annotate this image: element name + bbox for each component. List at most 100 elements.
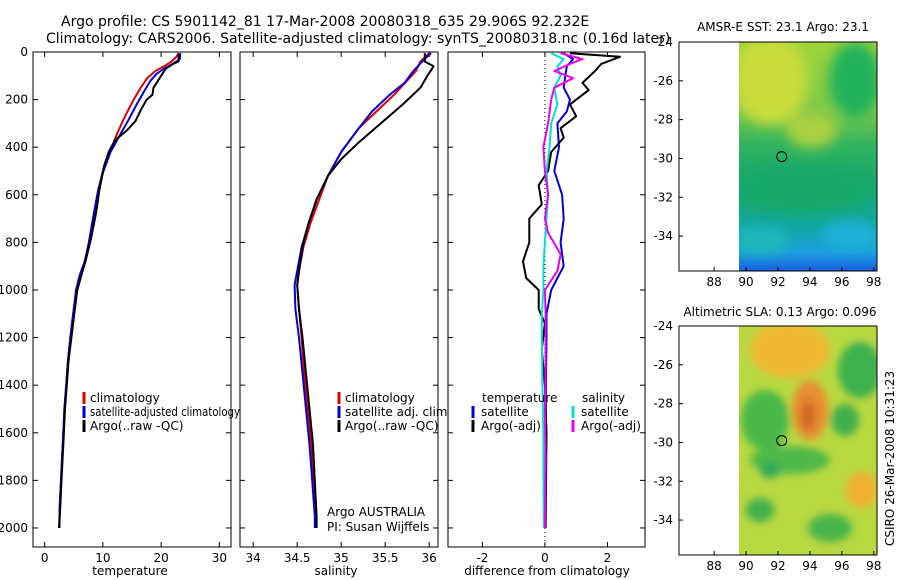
legend-climatology-label: climatology (345, 391, 415, 405)
sla-map-title: Altimetric SLA: 0.13 Argo: 0.096 (683, 305, 876, 319)
legend-satellite-label: satellite-adjusted climatology (90, 405, 240, 419)
legend-climatology-label: climatology (90, 391, 160, 405)
sla-high-patch (846, 472, 877, 508)
map-x-tick-label: 98 (866, 559, 881, 573)
sla-heatmap-blobs (741, 326, 877, 542)
sst-heatmap-blobs (739, 42, 877, 254)
sla-high-patch (750, 326, 830, 378)
pi-annotation: PI: Susan Wijffels (327, 520, 429, 534)
map-y-tick-label: -34 (653, 229, 673, 243)
sla-low-patch (838, 342, 877, 398)
legend-satellite-label: satellite adj. clim. (345, 405, 451, 419)
map-x-tick-label: 98 (866, 275, 881, 289)
x-tick-label: 0 (41, 551, 49, 565)
sst-warm-patch (786, 112, 838, 148)
map-y-tick-label: -30 (653, 151, 673, 165)
y-tick-label: 1800 (0, 473, 28, 487)
figure-title-line1: Argo profile: CS 5901142_81 17-Mar-2008 … (61, 14, 589, 30)
temperature-ticks: 0 10 20 30 0 200 400 600 800 1000 1200 1400 1600 1800… (0, 45, 231, 565)
sla-low-patch (760, 462, 780, 478)
sla-map-panel: Altimetric SLA: 0.13 Argo: 0.096 88 90 92 9… (653, 305, 881, 573)
sst-map-panel: AMSR-E SST: 23.1 Argo: 23.1 88 90 92 94 96 98… (653, 20, 881, 289)
legend-salinity-title: salinity (582, 391, 625, 405)
x-tick-label: 20 (153, 551, 168, 565)
map-x-tick-label: 90 (738, 559, 753, 573)
series-line (58, 53, 180, 529)
sla-low-patch (808, 514, 852, 542)
x-tick-label: 34.5 (284, 551, 311, 565)
legend-salinity-satellite-label: satellite (581, 405, 629, 419)
y-tick-label: 0 (20, 45, 28, 59)
argo-program-annotation: Argo AUSTRALIA (327, 505, 426, 519)
map-x-tick-label: 90 (738, 275, 753, 289)
legend-temperature-satellite-label: satellite (481, 405, 529, 419)
sst-heatmap (739, 42, 877, 271)
sla-low-patch (741, 390, 789, 450)
x-tick-label: 36 (422, 551, 437, 565)
map-x-tick-label: 96 (834, 559, 849, 573)
y-tick-label: 600 (5, 188, 28, 202)
temperature-legend: climatology satellite-adjusted climatolo… (82, 391, 240, 433)
map-x-tick-label: 94 (802, 275, 817, 289)
sst-argo-position-marker (776, 151, 788, 163)
map-y-tick-label: -26 (653, 358, 673, 372)
x-tick-label: 0 (541, 551, 549, 565)
map-y-tick-label: -24 (653, 35, 673, 49)
temperature-axes-frame (32, 51, 232, 548)
sst-cool-patch (739, 166, 870, 214)
series-line (296, 53, 435, 528)
legend-argo-label: Argo(..raw -QC) (90, 419, 183, 433)
series-line (296, 52, 430, 529)
y-tick-label: 1600 (0, 426, 28, 440)
credit-label: CSIRO 26-Mar-2008 10:31:23 (883, 371, 897, 546)
legend-temperature-argo-label: Argo(-adj) (481, 419, 541, 433)
difference-panel: -2 0 2 difference from climatology tempera… (447, 51, 646, 578)
y-tick-label: 2000 (0, 521, 28, 535)
map-x-tick-label: 88 (706, 275, 721, 289)
map-x-tick-label: 88 (706, 559, 721, 573)
map-y-tick-label: -24 (653, 319, 673, 333)
map-y-tick-label: -28 (653, 113, 673, 127)
y-tick-label: 1200 (0, 331, 28, 345)
map-y-tick-label: -30 (653, 435, 673, 449)
sst-cold-patch (822, 221, 877, 249)
salinity-axes-frame (239, 51, 439, 548)
temperature-panel: 0 10 20 30 0 200 400 600 800 1000 1200 1400 1600 1800… (0, 45, 240, 578)
x-tick-label: 34 (246, 551, 261, 565)
sst-cold-patch (739, 226, 790, 254)
map-y-tick-label: -32 (653, 474, 673, 488)
y-tick-label: 400 (5, 140, 28, 154)
sst-map-title: AMSR-E SST: 23.1 Argo: 23.1 (697, 20, 869, 34)
map-y-tick-label: -34 (653, 513, 673, 527)
map-x-tick-label: 92 (770, 559, 785, 573)
x-tick-label: 2 (604, 551, 612, 565)
map-y-tick-label: -28 (653, 397, 673, 411)
y-tick-label: 800 (5, 235, 28, 249)
salinity-ticks: 34 34.5 35 35.5 36 (240, 51, 438, 565)
sla-heatmap (739, 326, 877, 555)
series-line (542, 52, 584, 529)
sst-warm-patch (739, 42, 808, 125)
legend-temperature-title: temperature (482, 391, 557, 405)
map-x-tick-label: 94 (802, 559, 817, 573)
y-tick-label: 1400 (0, 378, 28, 392)
salinity-lines (293, 52, 435, 529)
figure-title-line2: Climatology: CARS2006. Satellite-adjuste… (46, 31, 670, 47)
salinity-legend: climatology satellite adj. clim. Argo(..… (337, 391, 451, 433)
sla-map-ticks: 88 90 92 94 96 98 -34 -32 -30 -28 -26 -24 (653, 319, 881, 573)
difference-ticks: -2 0 2 (448, 51, 645, 565)
salinity-xlabel: salinity (314, 564, 357, 578)
legend-argo-label: Argo(..raw -QC) (345, 419, 438, 433)
difference-legend: temperature satellite Argo(-adj) salinit… (471, 391, 641, 433)
map-x-tick-label: 92 (770, 275, 785, 289)
map-y-tick-label: -32 (653, 190, 673, 204)
salinity-panel: 34 34.5 35 35.5 36 salinity climatology sate… (239, 51, 451, 578)
x-tick-label: 35 (334, 551, 349, 565)
temperature-lines (58, 52, 182, 529)
map-x-tick-label: 96 (834, 275, 849, 289)
x-tick-label: 30 (212, 551, 227, 565)
x-tick-label: -2 (476, 551, 488, 565)
difference-lines (522, 52, 621, 547)
legend-salinity-argo-label: Argo(-adj) (581, 419, 641, 433)
